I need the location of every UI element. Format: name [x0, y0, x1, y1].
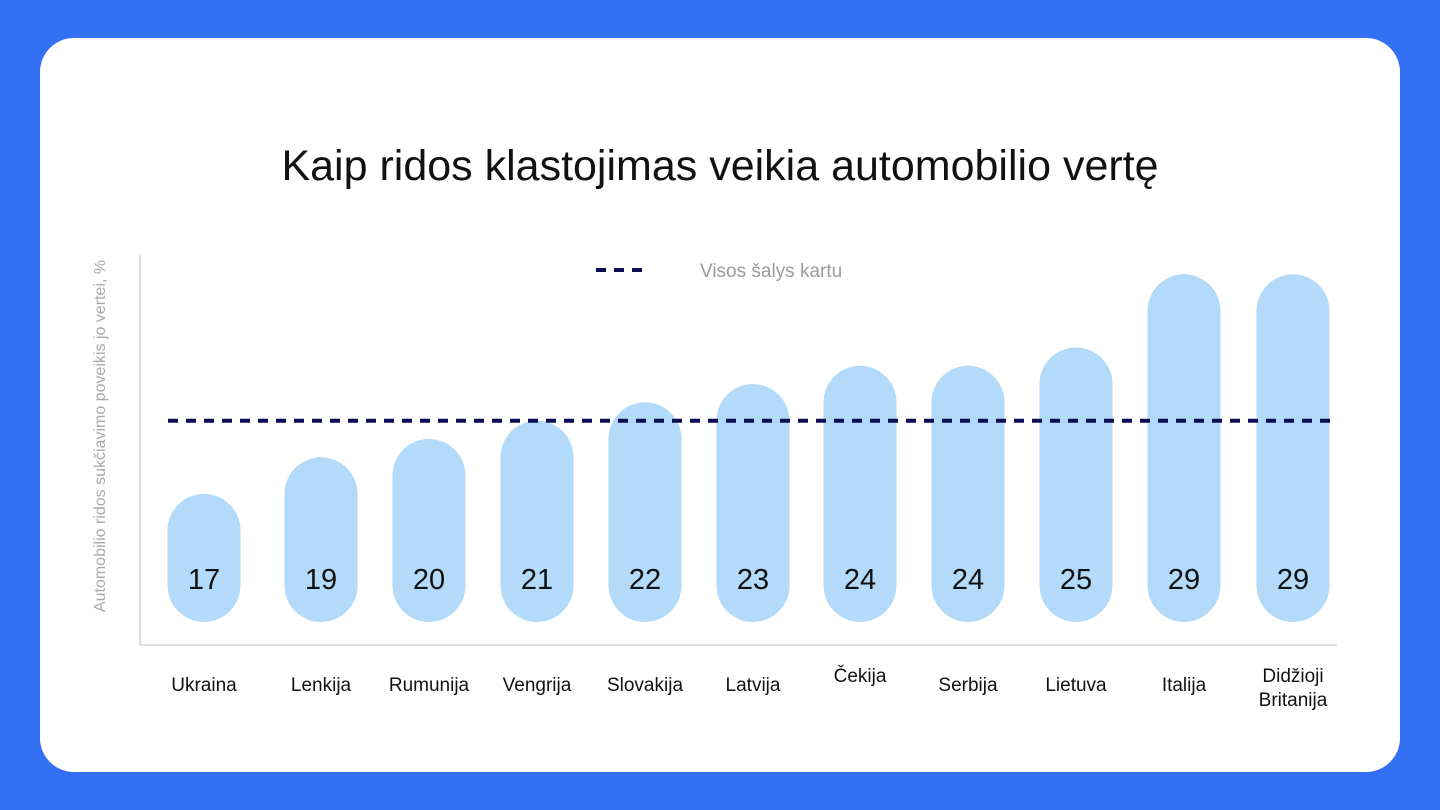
bar-lenkija: [284, 457, 358, 622]
bar-lietuva: [1039, 347, 1113, 622]
bar-value-label: 19: [305, 564, 337, 596]
bar-value-label: 24: [844, 564, 876, 596]
x-tick-label: Lenkija: [291, 675, 352, 696]
x-tick-labels-group: Ukraina Lenkija Rumunija Vengrija Slovakija L…: [171, 665, 1327, 711]
bar-value-label: 22: [629, 564, 661, 596]
bar-value-label: 29: [1277, 564, 1309, 596]
bar-didžioji-britanija: [1256, 274, 1330, 622]
bar-value-label: 25: [1060, 564, 1092, 596]
x-tick-label: Čekija: [834, 665, 887, 687]
bar-serbija: [931, 365, 1005, 622]
x-tick-label: Didžioji Britanija: [1259, 666, 1328, 711]
bar-ukraina: [167, 493, 241, 622]
bar-value-label: 23: [737, 564, 769, 596]
bar-rumunija: [392, 439, 466, 622]
legend-label: Visos šalys kartu: [700, 261, 842, 282]
chart-title: Kaip ridos klastojimas veikia automobili…: [281, 142, 1159, 190]
bar-value-label: 29: [1168, 564, 1200, 596]
value-labels-group: 17 19 20 21 22 23 24 24 25 29 29: [188, 564, 1309, 596]
x-tick-label: Slovakija: [607, 675, 683, 696]
bar-slovakija: [608, 402, 682, 622]
x-tick-label: Rumunija: [389, 675, 470, 696]
bar-value-label: 20: [413, 564, 445, 596]
x-tick-label: Vengrija: [503, 675, 572, 696]
bar-vengrija: [500, 420, 574, 622]
bar-latvija: [716, 384, 790, 622]
bar-value-label: 17: [188, 564, 220, 596]
x-tick-label: Ukraina: [171, 675, 237, 696]
bar-čekija: [823, 365, 897, 622]
x-tick-label: Serbija: [938, 675, 998, 696]
bar-value-label: 21: [521, 564, 553, 596]
x-tick-label: Latvija: [726, 675, 781, 696]
bars-group: [167, 274, 1330, 622]
x-tick-label: Lietuva: [1045, 675, 1107, 696]
x-tick-label: Italija: [1162, 675, 1207, 696]
bar-italija: [1147, 274, 1221, 622]
bar-value-label: 24: [952, 564, 984, 596]
